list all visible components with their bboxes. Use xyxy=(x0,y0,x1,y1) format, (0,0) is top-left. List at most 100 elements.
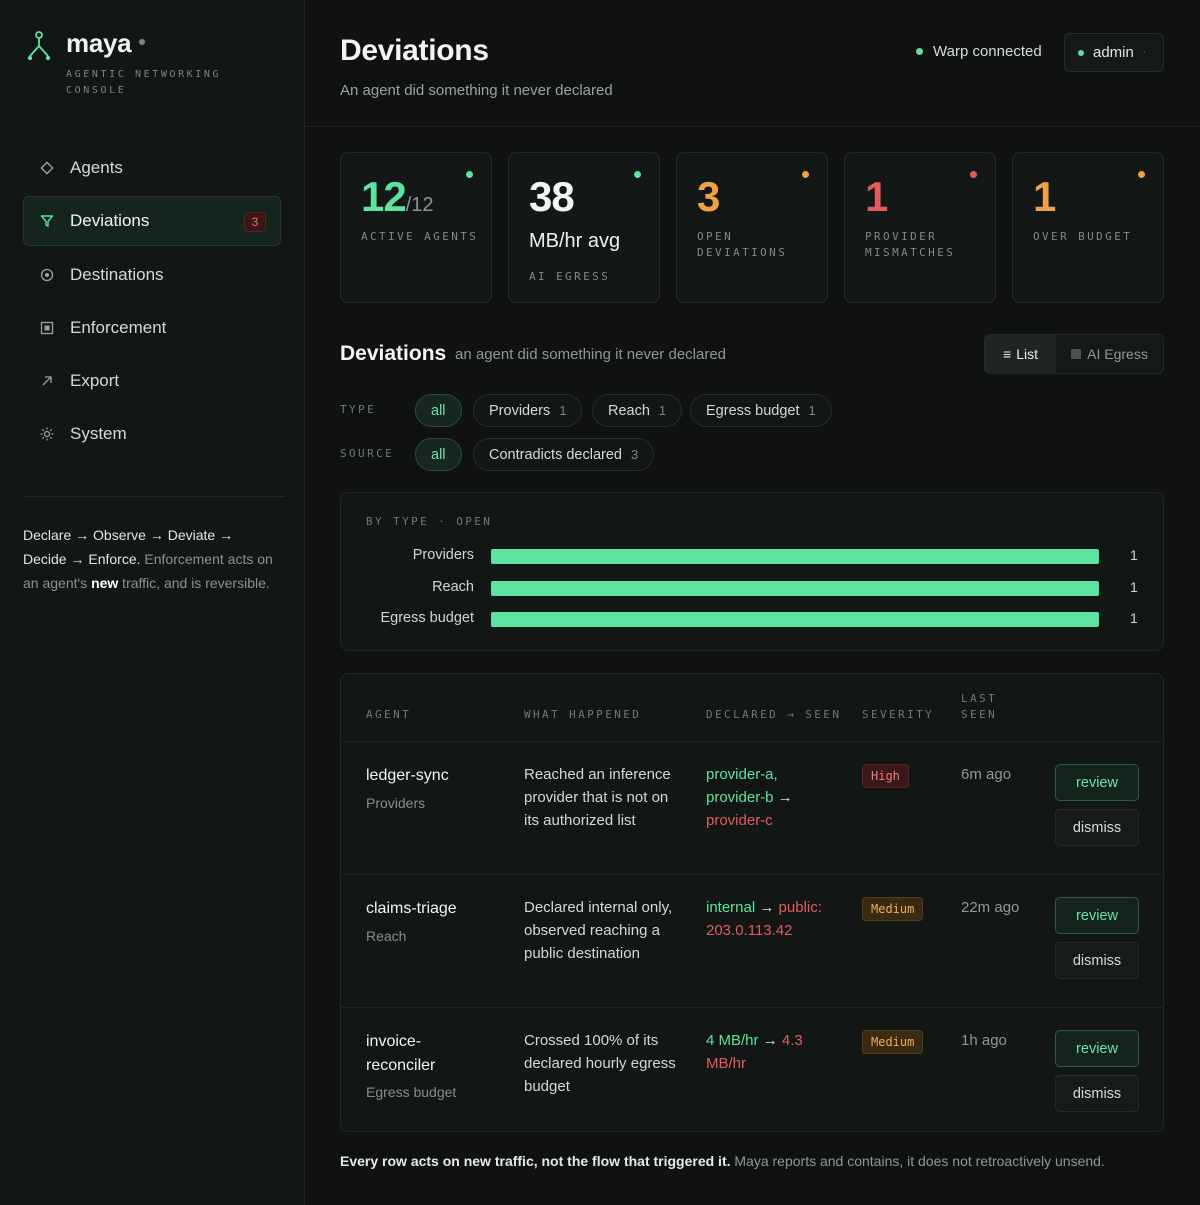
last-seen: 22m ago xyxy=(961,899,1020,916)
chip-count: 1 xyxy=(559,403,567,418)
sidebar: maya AGENTIC NETWORKING CONSOLE Agents D… xyxy=(0,0,305,1205)
review-button[interactable]: review xyxy=(1055,764,1139,801)
list-icon: ≡ xyxy=(1003,346,1012,362)
type-chip-all[interactable]: all xyxy=(415,394,462,427)
stat-card-open-deviations: 3 OPEN DEVIATIONS xyxy=(676,152,828,303)
agent-cell: ledger-sync Providers xyxy=(366,764,449,815)
chip-label: Reach xyxy=(608,402,650,419)
sidebar-note-emphasis: new xyxy=(91,575,119,591)
user-status-dot-icon xyxy=(1078,49,1084,56)
chip-label: Egress budget xyxy=(706,402,800,419)
chip-label: Providers xyxy=(489,402,551,419)
review-button[interactable]: review xyxy=(1055,1030,1139,1067)
dismiss-button[interactable]: dismiss xyxy=(1055,942,1139,979)
bar-track xyxy=(491,612,1099,627)
sidebar-item-enforcement[interactable]: Enforcement xyxy=(23,303,281,353)
deviation-type: Providers xyxy=(366,795,426,811)
review-button[interactable]: review xyxy=(1055,897,1139,934)
chip-label: all xyxy=(431,402,446,419)
arrow-right-icon: → xyxy=(777,789,793,806)
dismiss-button[interactable]: dismiss xyxy=(1055,1075,1139,1112)
table-row: invoice-reconciler Egress budget Crossed… xyxy=(341,1007,1164,1132)
stat-label: PROVIDER MISMATCHES xyxy=(865,230,956,259)
deviations-count-badge: 3 xyxy=(244,212,266,233)
section-subtitle: an agent did something it never declared xyxy=(455,346,727,363)
filter-icon xyxy=(40,214,54,228)
what-happened: Reached an inference provider that is no… xyxy=(524,766,671,829)
declared-value: internal xyxy=(706,899,756,916)
sidebar-note: Declare → Observe → Deviate → Decide → E… xyxy=(23,523,278,595)
sidebar-nav: Agents Deviations 3 Destinations Enforce… xyxy=(23,143,281,463)
stat-label: OPEN DEVIATIONS xyxy=(697,230,788,259)
status-dot-icon xyxy=(916,48,923,55)
declared-seen: internal → public: 203.0.113.42 xyxy=(706,896,836,942)
connection-status-label: Warp connected xyxy=(933,43,1042,60)
stat-card-ai-egress: 38 MB/hr avg AI EGRESS xyxy=(508,152,660,303)
severity-badge: High xyxy=(862,764,909,788)
status-dot-icon xyxy=(466,171,473,178)
column-header-severity: SEVERITY xyxy=(862,708,935,721)
declared-seen: 4 MB/hr → 4.3 MB/hr xyxy=(706,1029,821,1075)
declared-value: 4 MB/hr xyxy=(706,1032,759,1049)
column-header-declared-seen: DECLARED → SEEN xyxy=(706,708,842,721)
dismiss-button[interactable]: dismiss xyxy=(1055,809,1139,846)
what-happened: Crossed 100% of its declared hourly egre… xyxy=(524,1032,676,1095)
bar-value-label: 1 xyxy=(1130,578,1138,595)
agent-name[interactable]: invoice-reconciler xyxy=(366,1033,436,1074)
sidebar-item-destinations[interactable]: Destinations xyxy=(23,250,281,300)
sidebar-item-system[interactable]: System xyxy=(23,409,281,459)
seen-value: provider-c xyxy=(706,812,773,829)
connection-status: Warp connected xyxy=(916,43,1042,60)
deviations-by-type-chart: BY TYPE · OPEN Providers 1 Reach 1 Egress bu… xyxy=(340,492,1164,651)
type-chip-egress-budget[interactable]: Egress budget 1 xyxy=(690,394,832,427)
deviations-table: AGENT WHAT HAPPENED DECLARED → SEEN SEVE… xyxy=(340,673,1164,1132)
stat-unit: MB/hr avg xyxy=(529,230,621,252)
user-menu-button[interactable]: admin · xyxy=(1064,33,1164,72)
agent-cell: invoice-reconciler Egress budget xyxy=(366,1030,486,1104)
stat-label: AI EGRESS xyxy=(529,270,611,283)
agent-name[interactable]: claims-triage xyxy=(366,900,457,917)
stat-value: 12/12 xyxy=(361,173,434,220)
bar xyxy=(491,612,1099,627)
chip-count: 1 xyxy=(808,403,816,418)
page-header: Deviations An agent did something it nev… xyxy=(305,0,1200,127)
brand-dot-icon xyxy=(139,39,146,46)
deviation-type: Reach xyxy=(366,928,407,944)
arrow-right-icon: → xyxy=(762,1032,778,1049)
agent-name[interactable]: ledger-sync xyxy=(366,767,449,784)
arrow-right-icon: → xyxy=(759,899,775,916)
table-row: ledger-sync Providers Reached an inferen… xyxy=(341,741,1164,874)
user-name: admin xyxy=(1093,44,1134,61)
status-dot-icon xyxy=(802,171,809,178)
declared-value: provider-a, provider-b xyxy=(706,766,778,806)
source-chip-contradicts-declared[interactable]: Contradicts declared 3 xyxy=(473,438,655,471)
sidebar-item-agents[interactable]: Agents xyxy=(23,143,281,193)
source-chip-all[interactable]: all xyxy=(415,438,462,471)
sidebar-item-deviations[interactable]: Deviations 3 xyxy=(23,196,281,247)
sidebar-item-label: Destinations xyxy=(70,264,164,284)
status-dot-icon xyxy=(970,171,977,178)
sidebar-note-text: Enforcement acts on an agent's xyxy=(23,551,273,591)
declared-seen: provider-a, provider-b → provider-c xyxy=(706,763,836,832)
footer-note-text: Maya reports and contains, it does not r… xyxy=(730,1153,1105,1169)
stat-value: 1 xyxy=(865,173,888,220)
stat-card-provider-mismatches: 1 PROVIDER MISMATCHES xyxy=(844,152,996,303)
chip-count: 3 xyxy=(631,447,639,462)
square-icon xyxy=(1071,349,1082,359)
view-toggle-ai-egress[interactable]: AI Egress xyxy=(1056,335,1163,373)
view-toggle-list[interactable]: ≡ List xyxy=(985,335,1056,373)
bar-label: Providers xyxy=(412,547,474,563)
type-chip-reach[interactable]: Reach 1 xyxy=(592,394,683,427)
sidebar-note-text: traffic, and is reversible. xyxy=(118,575,270,591)
stat-label: OVER BUDGET xyxy=(1033,230,1133,243)
chart-title: BY TYPE · OPEN xyxy=(366,515,493,528)
sidebar-item-export[interactable]: Export xyxy=(23,356,281,406)
sidebar-item-label: Agents xyxy=(70,158,123,177)
type-chip-providers[interactable]: Providers 1 xyxy=(473,394,583,427)
square-icon xyxy=(40,321,54,335)
bar-track xyxy=(491,549,1099,564)
stat-suffix: /12 xyxy=(405,194,434,216)
sidebar-item-label: Export xyxy=(70,371,120,391)
agent-cell: claims-triage Reach xyxy=(366,897,457,948)
stat-label: ACTIVE AGENTS xyxy=(361,230,479,243)
